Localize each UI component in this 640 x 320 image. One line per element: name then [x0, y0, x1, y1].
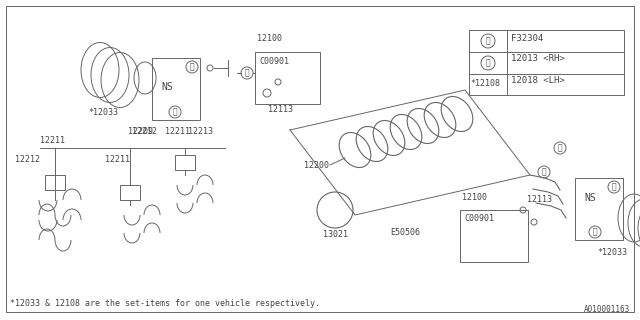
Text: ②: ② — [486, 59, 490, 68]
Text: A010001163: A010001163 — [584, 305, 630, 314]
Text: C00901: C00901 — [259, 57, 289, 66]
Text: 12211: 12211 — [105, 155, 130, 164]
Text: 12211: 12211 — [165, 127, 190, 136]
Bar — [469, 30, 624, 95]
Text: C00901: C00901 — [464, 214, 494, 223]
Text: NS: NS — [584, 193, 596, 203]
Text: 13021: 13021 — [323, 230, 348, 239]
Bar — [255, 52, 320, 104]
Text: ①: ① — [612, 182, 616, 191]
Text: 12212: 12212 — [132, 127, 157, 136]
Text: ②: ② — [557, 143, 563, 153]
Bar — [575, 178, 623, 240]
Text: E50506: E50506 — [390, 228, 420, 237]
Text: 12113: 12113 — [268, 105, 293, 114]
Bar — [152, 58, 200, 120]
Text: 12200: 12200 — [304, 161, 329, 170]
Text: ②: ② — [173, 108, 177, 116]
Text: 12209: 12209 — [128, 127, 153, 136]
Text: ②: ② — [593, 228, 597, 236]
Text: ①: ① — [541, 167, 547, 177]
Text: 12100: 12100 — [257, 34, 282, 43]
Text: ①: ① — [189, 62, 195, 71]
Text: 12213: 12213 — [188, 127, 213, 136]
Text: 12018 <LH>: 12018 <LH> — [511, 76, 564, 85]
Text: 12013 <RH>: 12013 <RH> — [511, 54, 564, 63]
Bar — [175, 155, 195, 170]
Bar — [45, 175, 65, 190]
Text: *12108: *12108 — [470, 79, 500, 88]
Bar — [460, 210, 528, 262]
Text: 12100: 12100 — [462, 193, 487, 202]
Text: 12211: 12211 — [40, 136, 65, 145]
Text: 12212: 12212 — [15, 155, 40, 164]
Text: ①: ① — [244, 68, 250, 77]
Text: *12033: *12033 — [88, 108, 118, 117]
Text: *12033 & 12108 are the set-items for one vehicle respectively.: *12033 & 12108 are the set-items for one… — [10, 299, 320, 308]
Text: NS: NS — [161, 82, 173, 92]
Text: 12113: 12113 — [527, 195, 552, 204]
Text: ①: ① — [486, 36, 490, 45]
Bar — [120, 185, 140, 200]
Text: F32304: F32304 — [511, 34, 543, 43]
Text: *12033: *12033 — [597, 248, 627, 257]
